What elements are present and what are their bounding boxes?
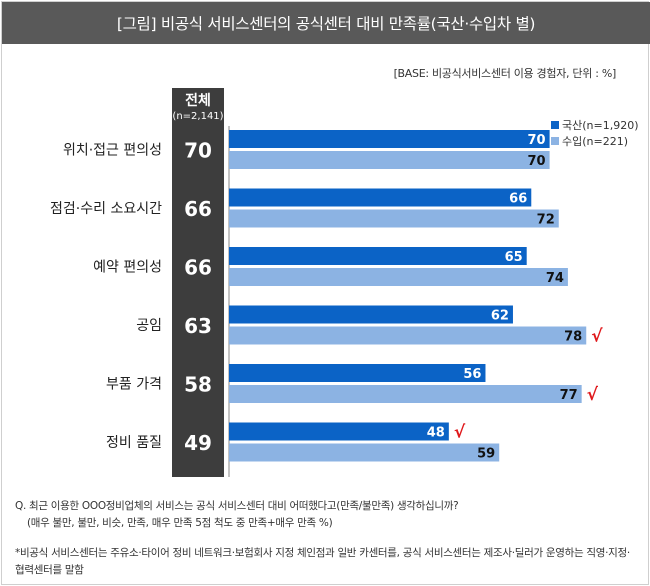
legend-swatch-domestic bbox=[551, 121, 559, 129]
bar-value-label: 48 bbox=[427, 426, 445, 441]
total-value-label: 63 bbox=[184, 314, 212, 338]
bar-value-label: 62 bbox=[491, 309, 509, 324]
category-label: 부품 가격 bbox=[106, 377, 162, 393]
bar-value-label: 59 bbox=[477, 447, 495, 462]
category-label: 예약 편의성 bbox=[93, 260, 162, 276]
question-scale-note: (매우 불만, 불만, 비슷, 만족, 매우 만족 5점 척도 중 만족+매우 … bbox=[27, 517, 333, 529]
total-n-label: (n=2,141) bbox=[172, 111, 223, 122]
category-label: 정비 품질 bbox=[106, 435, 162, 451]
bar-domestic bbox=[229, 130, 550, 148]
category-label: 점검·수리 소요시간 bbox=[50, 201, 162, 217]
survey-question: Q. 최근 이용한 OOO정비업체의 서비스는 공식 서비스센터 대비 어떠했다… bbox=[15, 498, 459, 532]
base-note: [BASE: 비공식서비스센터 이용 경험자, 단위 : %] bbox=[393, 67, 617, 80]
footnote: *비공식 서비스센터는 주유소·타이어 정비 네트워크·보험회사 지정 체인점과… bbox=[15, 547, 630, 576]
category-label: 공임 bbox=[136, 318, 162, 334]
total-header: 전체 bbox=[185, 92, 211, 109]
bar-value-label: 70 bbox=[528, 154, 546, 169]
bar-import bbox=[229, 326, 587, 345]
legend-swatch-import bbox=[551, 137, 559, 145]
total-value-label: 49 bbox=[184, 431, 212, 455]
bar-value-label: 78 bbox=[564, 330, 582, 345]
legend-label-domestic: 국산(n=1,920) bbox=[562, 119, 639, 132]
total-column-box bbox=[172, 88, 224, 477]
total-value-label: 66 bbox=[184, 197, 212, 221]
bar-value-label: 66 bbox=[509, 192, 527, 207]
bar-value-label: 74 bbox=[546, 271, 564, 286]
legend-label-import: 수입(n=221) bbox=[562, 135, 628, 148]
bar-domestic bbox=[229, 188, 532, 207]
bar-value-label: 70 bbox=[528, 133, 546, 148]
bar-domestic bbox=[229, 305, 513, 324]
total-value-label: 66 bbox=[184, 256, 212, 280]
bar-import bbox=[229, 443, 500, 462]
bar-domestic bbox=[229, 247, 527, 265]
bar-domestic bbox=[229, 364, 486, 382]
bar-import bbox=[229, 268, 568, 286]
total-value-label: 58 bbox=[184, 373, 212, 397]
bar-domestic bbox=[229, 422, 449, 441]
category-label: 위치·접근 편의성 bbox=[63, 143, 162, 159]
bar-value-label: 72 bbox=[537, 213, 555, 228]
bar-import bbox=[229, 151, 550, 169]
bar-import bbox=[229, 385, 582, 403]
bar-value-label: 65 bbox=[505, 250, 523, 265]
check-mark: √ bbox=[454, 423, 466, 443]
chart-title: [그림] 비공식 서비스센터의 공식센터 대비 만족률(국산·수입차 별) bbox=[2, 2, 650, 44]
bar-value-label: 77 bbox=[560, 388, 578, 403]
bar-value-label: 56 bbox=[463, 367, 481, 382]
check-mark: √ bbox=[587, 385, 599, 405]
bar-chart: 전체 (n=2,141) 위치·접근 편의성 70 70 70 점검·수리 소요시간 66 66… bbox=[50, 88, 639, 477]
question-text: Q. 최근 이용한 OOO정비업체의 서비스는 공식 서비스센터 대비 어떠했다… bbox=[15, 500, 459, 512]
check-mark: √ bbox=[591, 327, 603, 347]
total-value-label: 70 bbox=[184, 139, 212, 163]
bar-import bbox=[229, 209, 559, 228]
